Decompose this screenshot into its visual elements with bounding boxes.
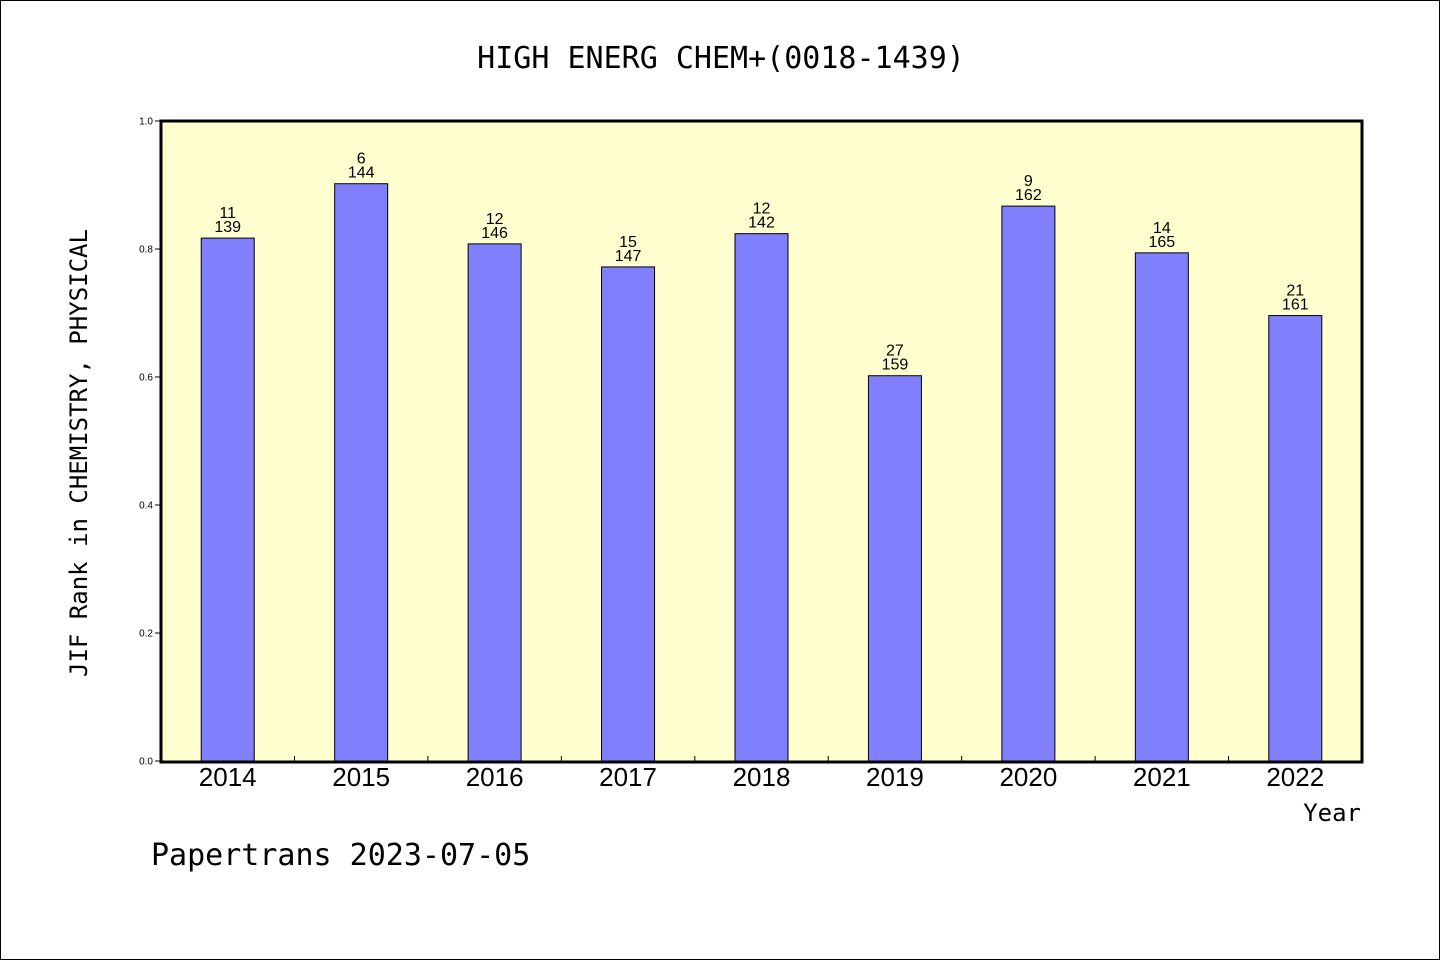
bar-rank-label-2017: 15 [619,234,637,251]
bar-total-label-2020: 162 [1015,187,1042,204]
bar-rank-label-2014: 11 [219,205,236,222]
x-tick-label-2018: 2018 [733,762,791,792]
bar-2016 [467,243,522,762]
bar-rank-label-2022: 21 [1286,283,1304,300]
bar-total-label-2021: 165 [1148,234,1175,251]
x-tick-label-2022: 2022 [1266,762,1324,792]
y-tick-label: 0.6 [139,373,153,384]
bar-2022 [1268,315,1323,762]
bar-total-label-2017: 147 [615,248,642,265]
y-tick-label: 0.4 [139,501,153,512]
y-axis-label: JIF Rank in CHEMISTRY, PHYSICAL [65,229,93,677]
x-tick-label-2015: 2015 [332,762,390,792]
bar-2018 [734,233,789,762]
x-tick-label-2014: 2014 [199,762,257,792]
y-tick-label: 1.0 [139,117,153,128]
bar-2015 [334,183,389,762]
bar-total-label-2014: 139 [214,219,241,236]
bar-2019 [867,375,922,762]
bar-2017 [601,266,656,762]
x-tick-label-2021: 2021 [1133,762,1191,792]
plot-border [159,119,1364,764]
bar-rank-label-2019: 27 [886,343,904,360]
bar-2021 [1134,252,1189,762]
bar-rank-label-2020: 9 [1024,173,1033,190]
y-tick-label: 0.8 [139,245,153,256]
bar-2014 [200,237,255,762]
bar-total-label-2018: 142 [748,215,775,232]
x-tick-label-2017: 2017 [599,762,657,792]
footer-text: Papertrans 2023-07-05 [151,838,530,873]
x-tick-label-2020: 2020 [999,762,1057,792]
chart-title: HIGH ENERG CHEM+(0018-1439) [477,41,965,76]
bar-rank-label-2018: 12 [753,201,771,218]
x-tick-label-2019: 2019 [866,762,924,792]
bar-total-label-2019: 159 [882,357,909,374]
x-tick-label-2016: 2016 [466,762,524,792]
bar-rank-label-2016: 12 [486,211,504,228]
y-tick-label: 0.0 [139,757,153,768]
bar-rank-label-2021: 14 [1153,220,1171,237]
bar-labels-group: 1113961441214615147121422715991621416521… [214,151,1308,374]
bar-2020 [1001,205,1056,762]
y-tick-label: 0.2 [139,629,153,640]
ticks-group: 2014 2015 2016 2017 2018 2019 2020 2021 2022 0.0 0… [139,117,1324,793]
bars-group [200,183,1323,762]
bar-total-label-2022: 161 [1282,297,1309,314]
bar-total-label-2015: 144 [348,165,375,182]
bar-total-label-2016: 146 [481,225,508,242]
x-axis-label: Year [1303,799,1361,827]
bar-rank-label-2015: 6 [357,151,366,168]
